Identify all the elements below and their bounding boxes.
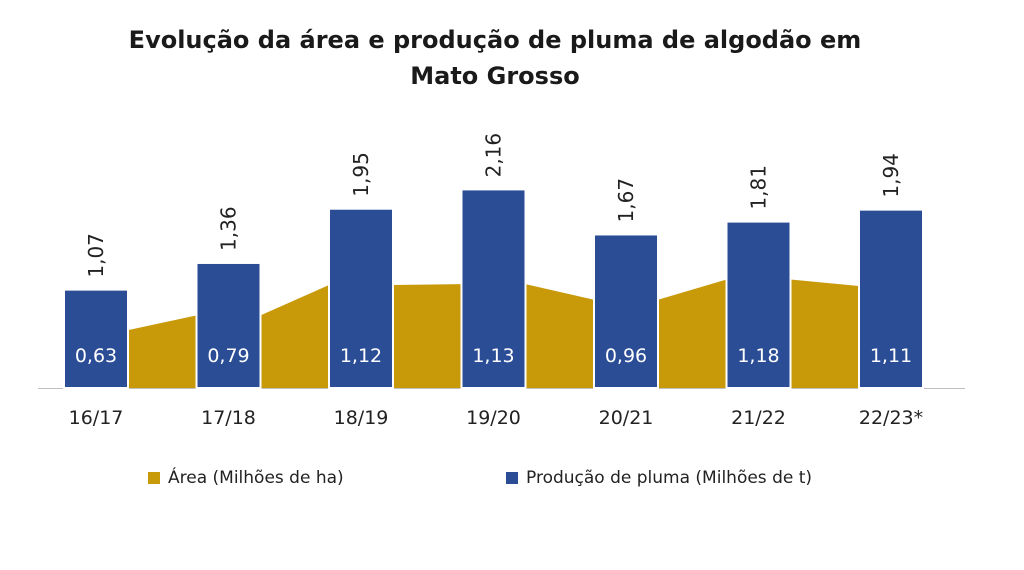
production-data-label: 1,36 — [217, 206, 241, 251]
production-bar-16/17 — [63, 288, 129, 389]
legend-swatch-production — [506, 472, 518, 484]
chart-title: Evolução da área e produção de pluma de … — [0, 22, 990, 94]
production-data-label: 1,81 — [747, 165, 771, 210]
production-bar-21/22 — [725, 220, 792, 389]
production-data-label: 2,16 — [482, 133, 506, 178]
x-tick-label: 20/21 — [599, 407, 654, 429]
area-data-label: 0,79 — [207, 345, 249, 367]
production-bar-19/20 — [460, 188, 527, 389]
production-bar-18/19 — [328, 207, 394, 389]
production-data-label: 1,95 — [349, 152, 373, 197]
production-data-label: 1,07 — [84, 233, 108, 278]
x-tick-label: 17/18 — [201, 407, 256, 429]
legend-item-production: Produção de pluma (Milhões de t) — [506, 468, 812, 488]
x-tick-label: 18/19 — [334, 407, 389, 429]
production-bar-22/23* — [858, 208, 924, 389]
area-data-label: 0,63 — [75, 345, 117, 367]
legend-label-production: Produção de pluma (Milhões de t) — [526, 468, 813, 488]
production-data-label: 1,67 — [614, 178, 638, 223]
area-data-label: 1,12 — [340, 345, 382, 367]
area-data-label: 1,11 — [870, 345, 912, 367]
production-bar-17/18 — [195, 261, 262, 389]
area-data-label: 1,18 — [737, 345, 779, 367]
area-data-label: 0,96 — [605, 345, 647, 367]
x-tick-label: 19/20 — [466, 407, 521, 429]
legend-item-area: Área (Milhões de ha) — [148, 468, 344, 488]
legend-label-area: Área (Milhões de ha) — [168, 468, 344, 488]
production-bar-20/21 — [593, 233, 659, 389]
legend-swatch-area — [148, 472, 160, 484]
chart-title-line-2: Mato Grosso — [410, 62, 580, 90]
chart-title-line-1: Evolução da área e produção de pluma de … — [128, 26, 862, 54]
x-tick-label: 16/17 — [69, 407, 124, 429]
production-data-label: 1,94 — [879, 153, 903, 198]
area-data-label: 1,13 — [472, 345, 514, 367]
x-tick-label: 22/23* — [859, 407, 923, 429]
x-tick-label: 21/22 — [731, 407, 786, 429]
